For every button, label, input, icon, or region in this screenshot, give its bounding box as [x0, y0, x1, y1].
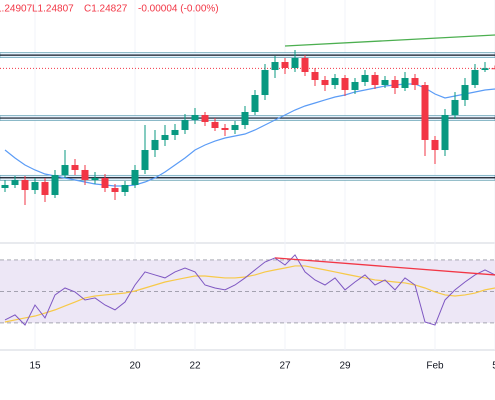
candle-body — [151, 139, 159, 151]
candle-body — [11, 179, 19, 185]
legend-high: 1.24907 — [0, 4, 33, 15]
price-pane — [0, 34, 495, 206]
candle-body — [201, 114, 209, 122]
candle-body — [211, 121, 219, 128]
x-tick-label: 29 — [339, 361, 351, 372]
candle-body — [441, 114, 449, 151]
x-tick-label: Feb — [426, 361, 444, 372]
candle-body — [131, 169, 139, 185]
candle-body — [221, 128, 229, 130]
candle-body — [251, 95, 259, 112]
candle-body — [301, 57, 309, 72]
x-tick-label: 20 — [129, 361, 141, 372]
candle-body — [91, 177, 99, 180]
candle-body — [71, 165, 79, 170]
candle-body — [231, 125, 239, 130]
candle-body — [191, 114, 199, 120]
rsi-pane — [0, 254, 495, 326]
candle-body — [481, 68, 489, 71]
candle-body — [161, 135, 169, 140]
legend-close: C1.24827 — [84, 4, 128, 15]
rsi-line — [4, 254, 495, 326]
candle-body — [281, 62, 289, 68]
candle-body — [121, 184, 129, 192]
legend-change: -0.00004 (-0.00%) — [138, 4, 219, 15]
candle-body — [1, 184, 9, 188]
candle-body — [111, 187, 119, 192]
candle-body — [31, 182, 39, 191]
candle-body — [471, 70, 479, 86]
candle-body — [351, 81, 359, 90]
candle-body — [361, 74, 369, 82]
candle-body — [101, 177, 109, 188]
candle-body — [491, 68, 495, 70]
candle-body — [341, 78, 349, 90]
candle-body — [41, 182, 49, 195]
x-tick-label: 22 — [189, 361, 201, 372]
trendline — [274, 257, 495, 276]
candle-body — [411, 78, 419, 86]
candle-body — [171, 129, 179, 136]
candle-body — [431, 139, 439, 151]
candle-body — [51, 175, 59, 195]
candle-body — [291, 57, 299, 68]
x-tick-label: 27 — [279, 361, 291, 372]
candle-body — [391, 80, 399, 88]
candle-body — [421, 85, 429, 140]
x-tick-label: 15 — [29, 361, 41, 372]
candle-body — [371, 74, 379, 86]
candle-body — [141, 150, 149, 170]
trendline — [284, 34, 495, 47]
ohlc-legend: 1.24907 L1.24807 C1.24827 -0.00004 (-0.0… — [0, 4, 219, 15]
candle-body — [461, 85, 469, 100]
candle-body — [321, 80, 329, 86]
candle-body — [81, 169, 89, 180]
candle-body — [61, 165, 69, 176]
candle-body — [401, 78, 409, 88]
time-axis: 15 20 22 27 29 Feb 5 — [29, 361, 495, 372]
legend-low: L1.24807 — [32, 4, 74, 15]
rsi-ma — [4, 265, 495, 323]
candle-body — [261, 70, 269, 96]
candle-body — [311, 72, 319, 80]
candle-body — [451, 99, 459, 115]
candle-body — [381, 80, 389, 86]
candle-body — [241, 112, 249, 126]
candle-body — [331, 78, 339, 86]
candle-body — [181, 120, 189, 130]
candle-body — [21, 179, 29, 191]
candle-body — [271, 62, 279, 71]
x-tick-label: 5 — [492, 361, 495, 372]
